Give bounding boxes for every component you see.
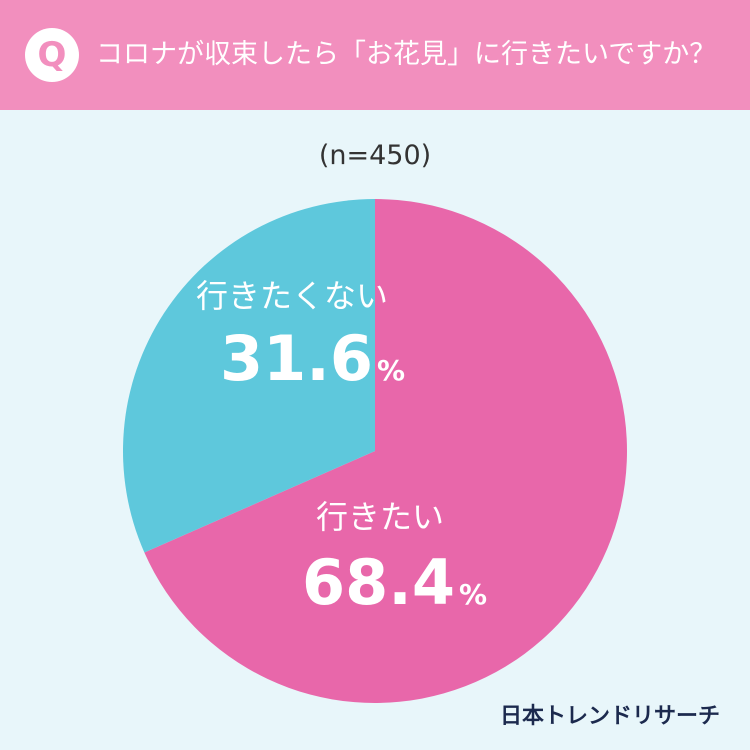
pie-slice bbox=[144, 199, 627, 703]
slice-value-label: 68.4% bbox=[302, 546, 487, 619]
question-title: コロナが収束したら「お花見」に行きたいですか？ bbox=[96, 39, 717, 70]
slice-value-label: 31.6% bbox=[220, 322, 405, 395]
pie-labels: 行きたい 68.4 % 行きたくない 31.6% bbox=[196, 277, 487, 619]
pie-slice bbox=[123, 199, 375, 553]
q-badge-icon: Q bbox=[25, 28, 79, 82]
slice-name-label: 行きたくない bbox=[196, 277, 388, 315]
sample-size: (n=450) bbox=[318, 140, 432, 171]
slice-name-label: 行きたい bbox=[316, 498, 444, 536]
source-credit: 日本トレンドリサーチ bbox=[499, 704, 720, 729]
header-bar: Q コロナが収束したら「お花見」に行きたいですか？ bbox=[0, 0, 750, 110]
pie-slices bbox=[123, 199, 627, 703]
